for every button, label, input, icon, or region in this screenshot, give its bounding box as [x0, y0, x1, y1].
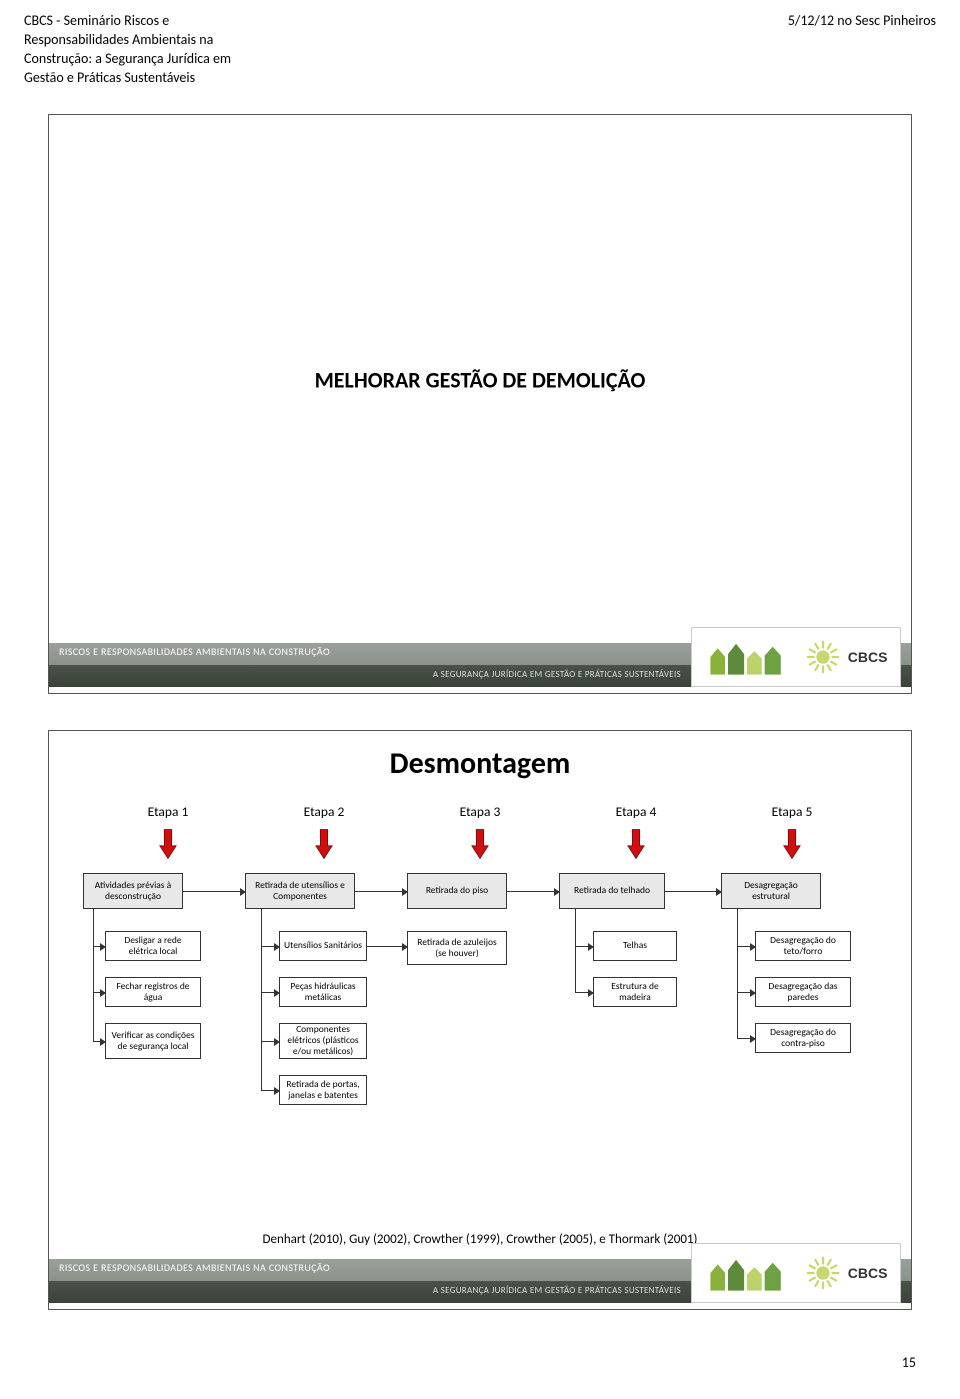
flow-node: Fechar registros de água	[105, 977, 201, 1007]
flow-node: Desagregação do contra-piso	[755, 1023, 851, 1053]
flow-connector	[575, 946, 593, 947]
flow-connector	[261, 992, 279, 993]
slide1-title: MELHORAR GESTÃO DE DEMOLIÇÃO	[315, 367, 646, 394]
flow-node: Desagregação estrutural	[721, 873, 821, 909]
flow-connector	[575, 909, 576, 992]
slide-footer: RISCOS E RESPONSABILIDADES AMBIENTAIS NA…	[49, 637, 911, 693]
flow-connector	[93, 909, 94, 1041]
flow-connector	[665, 891, 721, 892]
flow-node: Telhas	[593, 931, 677, 961]
flow-node: Retirada do piso	[407, 873, 507, 909]
flow-node: Desagregação das paredes	[755, 977, 851, 1007]
flow-node: Retirada de portas, janelas e batentes	[279, 1075, 367, 1105]
etapa-label: Etapa 2	[249, 803, 399, 820]
arrow-row	[93, 827, 867, 861]
header-line: Construção: a Segurança Jurídica em	[24, 50, 231, 69]
header-line: Gestão e Práticas Sustentáveis	[24, 69, 231, 88]
footer-bar-bottom-text: A SEGURANÇA JURÍDICA EM GESTÃO E PRÁTICA…	[433, 1285, 681, 1296]
footer-bar-bottom-text: A SEGURANÇA JURÍDICA EM GESTÃO E PRÁTICA…	[433, 669, 681, 680]
flow-connector	[737, 1038, 755, 1039]
cbcs-text: CBCS	[848, 1265, 888, 1281]
cbcs-logo: CBCS	[804, 1254, 888, 1292]
etapa-label: Etapa 3	[405, 803, 555, 820]
header-line: Responsabilidades Ambientais na	[24, 31, 231, 50]
flow-node: Atividades prévias à desconstrução	[83, 873, 183, 909]
flow-connector	[261, 946, 279, 947]
slide-1: MELHORAR GESTÃO DE DEMOLIÇÃO RISCOS E RE…	[48, 114, 912, 694]
flow-connector	[737, 992, 755, 993]
footer-bar-top-text: RISCOS E RESPONSABILIDADES AMBIENTAIS NA…	[59, 645, 330, 658]
flow-connector	[261, 1041, 279, 1042]
flow-node: Verificar as condições de segurança loca…	[105, 1023, 201, 1059]
etapa-label: Etapa 1	[93, 803, 243, 820]
flowchart: Atividades prévias à desconstrução Deslig…	[61, 873, 899, 1239]
flow-connector	[93, 1041, 105, 1042]
flow-connector	[93, 992, 105, 993]
etapa-label: Etapa 4	[561, 803, 711, 820]
footer-logo-box: CBCS	[691, 627, 901, 687]
slide-footer: RISCOS E RESPONSABILIDADES AMBIENTAIS NA…	[49, 1253, 911, 1309]
cbcs-text: CBCS	[848, 649, 888, 665]
flow-node: Retirada de utensílios e Componentes	[245, 873, 355, 909]
slide-2: Desmontagem Etapa 1 Etapa 2 Etapa 3 Etapa 4…	[48, 730, 912, 1310]
flow-connector	[737, 946, 755, 947]
header-right: 5/12/12 no Sesc Pinheiros	[788, 12, 936, 31]
flow-connector	[367, 946, 407, 947]
flow-node: Retirada de azuleijos (se houver)	[407, 931, 507, 965]
footer-logo-box: CBCS	[691, 1243, 901, 1303]
flow-connector	[575, 992, 593, 993]
flow-connector	[737, 909, 738, 1038]
flow-connector	[183, 891, 245, 892]
flow-node: Utensílios Sanitários	[279, 931, 367, 961]
down-arrow-icon	[405, 827, 555, 861]
slide2-title: Desmontagem	[390, 745, 571, 782]
flow-connector	[261, 909, 262, 1090]
etapa-row: Etapa 1 Etapa 2 Etapa 3 Etapa 4 Etapa 5	[93, 803, 867, 820]
flow-connector	[261, 1090, 279, 1091]
houses-icon	[705, 1251, 795, 1295]
flow-connector	[507, 891, 559, 892]
flow-node: Desagregação do teto/forro	[755, 931, 851, 961]
flow-node: Peças hidráulicas metálicas	[279, 977, 367, 1007]
down-arrow-icon	[249, 827, 399, 861]
down-arrow-icon	[561, 827, 711, 861]
down-arrow-icon	[717, 827, 867, 861]
houses-icon	[705, 635, 795, 679]
footer-bar-top-text: RISCOS E RESPONSABILIDADES AMBIENTAIS NA…	[59, 1261, 330, 1274]
flow-node: Desligar a rede elétrica local	[105, 931, 201, 961]
page-number: 15	[0, 1346, 960, 1389]
header-left: CBCS - Seminário Riscos e Responsabilida…	[24, 12, 231, 88]
flow-node: Estrutura de madeira	[593, 977, 677, 1007]
header-line: CBCS - Seminário Riscos e	[24, 12, 231, 31]
flow-connector	[93, 946, 105, 947]
flow-node: Componentes elétricos (plásticos e/ou me…	[279, 1023, 367, 1059]
page-header: CBCS - Seminário Riscos e Responsabilida…	[0, 0, 960, 96]
flow-connector	[355, 891, 407, 892]
etapa-label: Etapa 5	[717, 803, 867, 820]
cbcs-logo: CBCS	[804, 638, 888, 676]
citation: Denhart (2010), Guy (2002), Crowther (19…	[263, 1232, 698, 1247]
down-arrow-icon	[93, 827, 243, 861]
flow-node: Retirada do telhado	[559, 873, 665, 909]
